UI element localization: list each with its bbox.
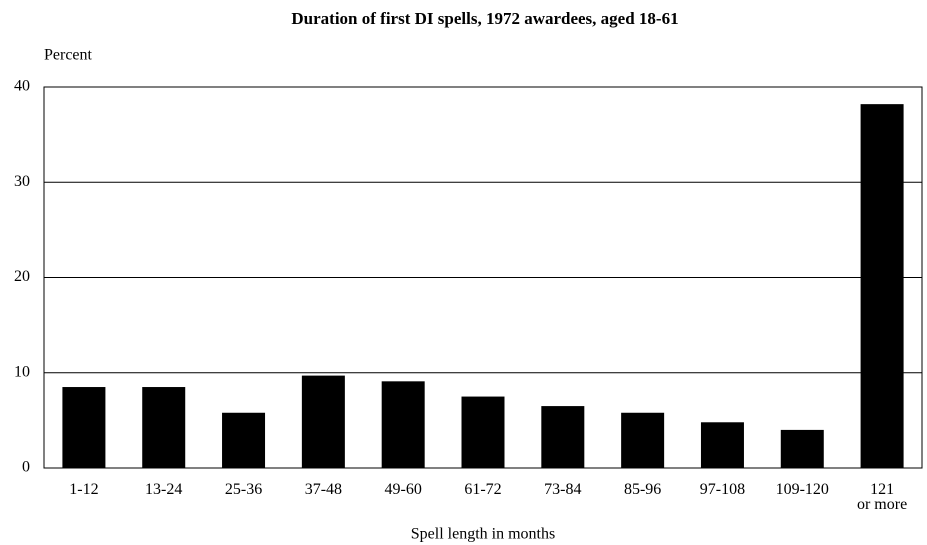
bar xyxy=(461,396,505,468)
x-tick-label: 121 or more xyxy=(856,481,908,513)
x-tick-label: 37-48 xyxy=(304,481,343,498)
y-tick-label: 40 xyxy=(14,78,30,95)
bar xyxy=(700,422,744,468)
bar xyxy=(381,381,425,468)
x-axis-label: Spell length in months xyxy=(411,526,555,543)
x-tick-label: 13-24 xyxy=(145,481,183,498)
bar xyxy=(222,412,266,468)
x-tick-label: 109-120 xyxy=(775,481,829,498)
x-tick-label: 97-108 xyxy=(699,481,746,498)
y-tick-label: 10 xyxy=(14,363,30,380)
bar xyxy=(142,387,186,468)
bar xyxy=(780,429,824,468)
x-tick-label: 25-36 xyxy=(224,481,263,498)
x-tick-label: 61-72 xyxy=(464,481,502,498)
y-tick-label: 20 xyxy=(14,268,30,285)
y-tick-label: 0 xyxy=(22,459,30,476)
bar xyxy=(541,406,585,468)
bar xyxy=(860,104,904,469)
x-tick-label: 1-12 xyxy=(69,481,99,498)
x-tick-label: 73-84 xyxy=(544,481,582,498)
bar xyxy=(621,412,665,468)
y-tick-label: 30 xyxy=(14,173,30,190)
y-axis-label: Percent xyxy=(44,47,93,64)
chart-title: Duration of first DI spells, 1972 awarde… xyxy=(291,9,678,28)
bar xyxy=(62,387,106,468)
bar xyxy=(301,375,345,468)
x-tick-label: 49-60 xyxy=(384,481,422,498)
x-tick-label: 85-96 xyxy=(623,481,662,498)
